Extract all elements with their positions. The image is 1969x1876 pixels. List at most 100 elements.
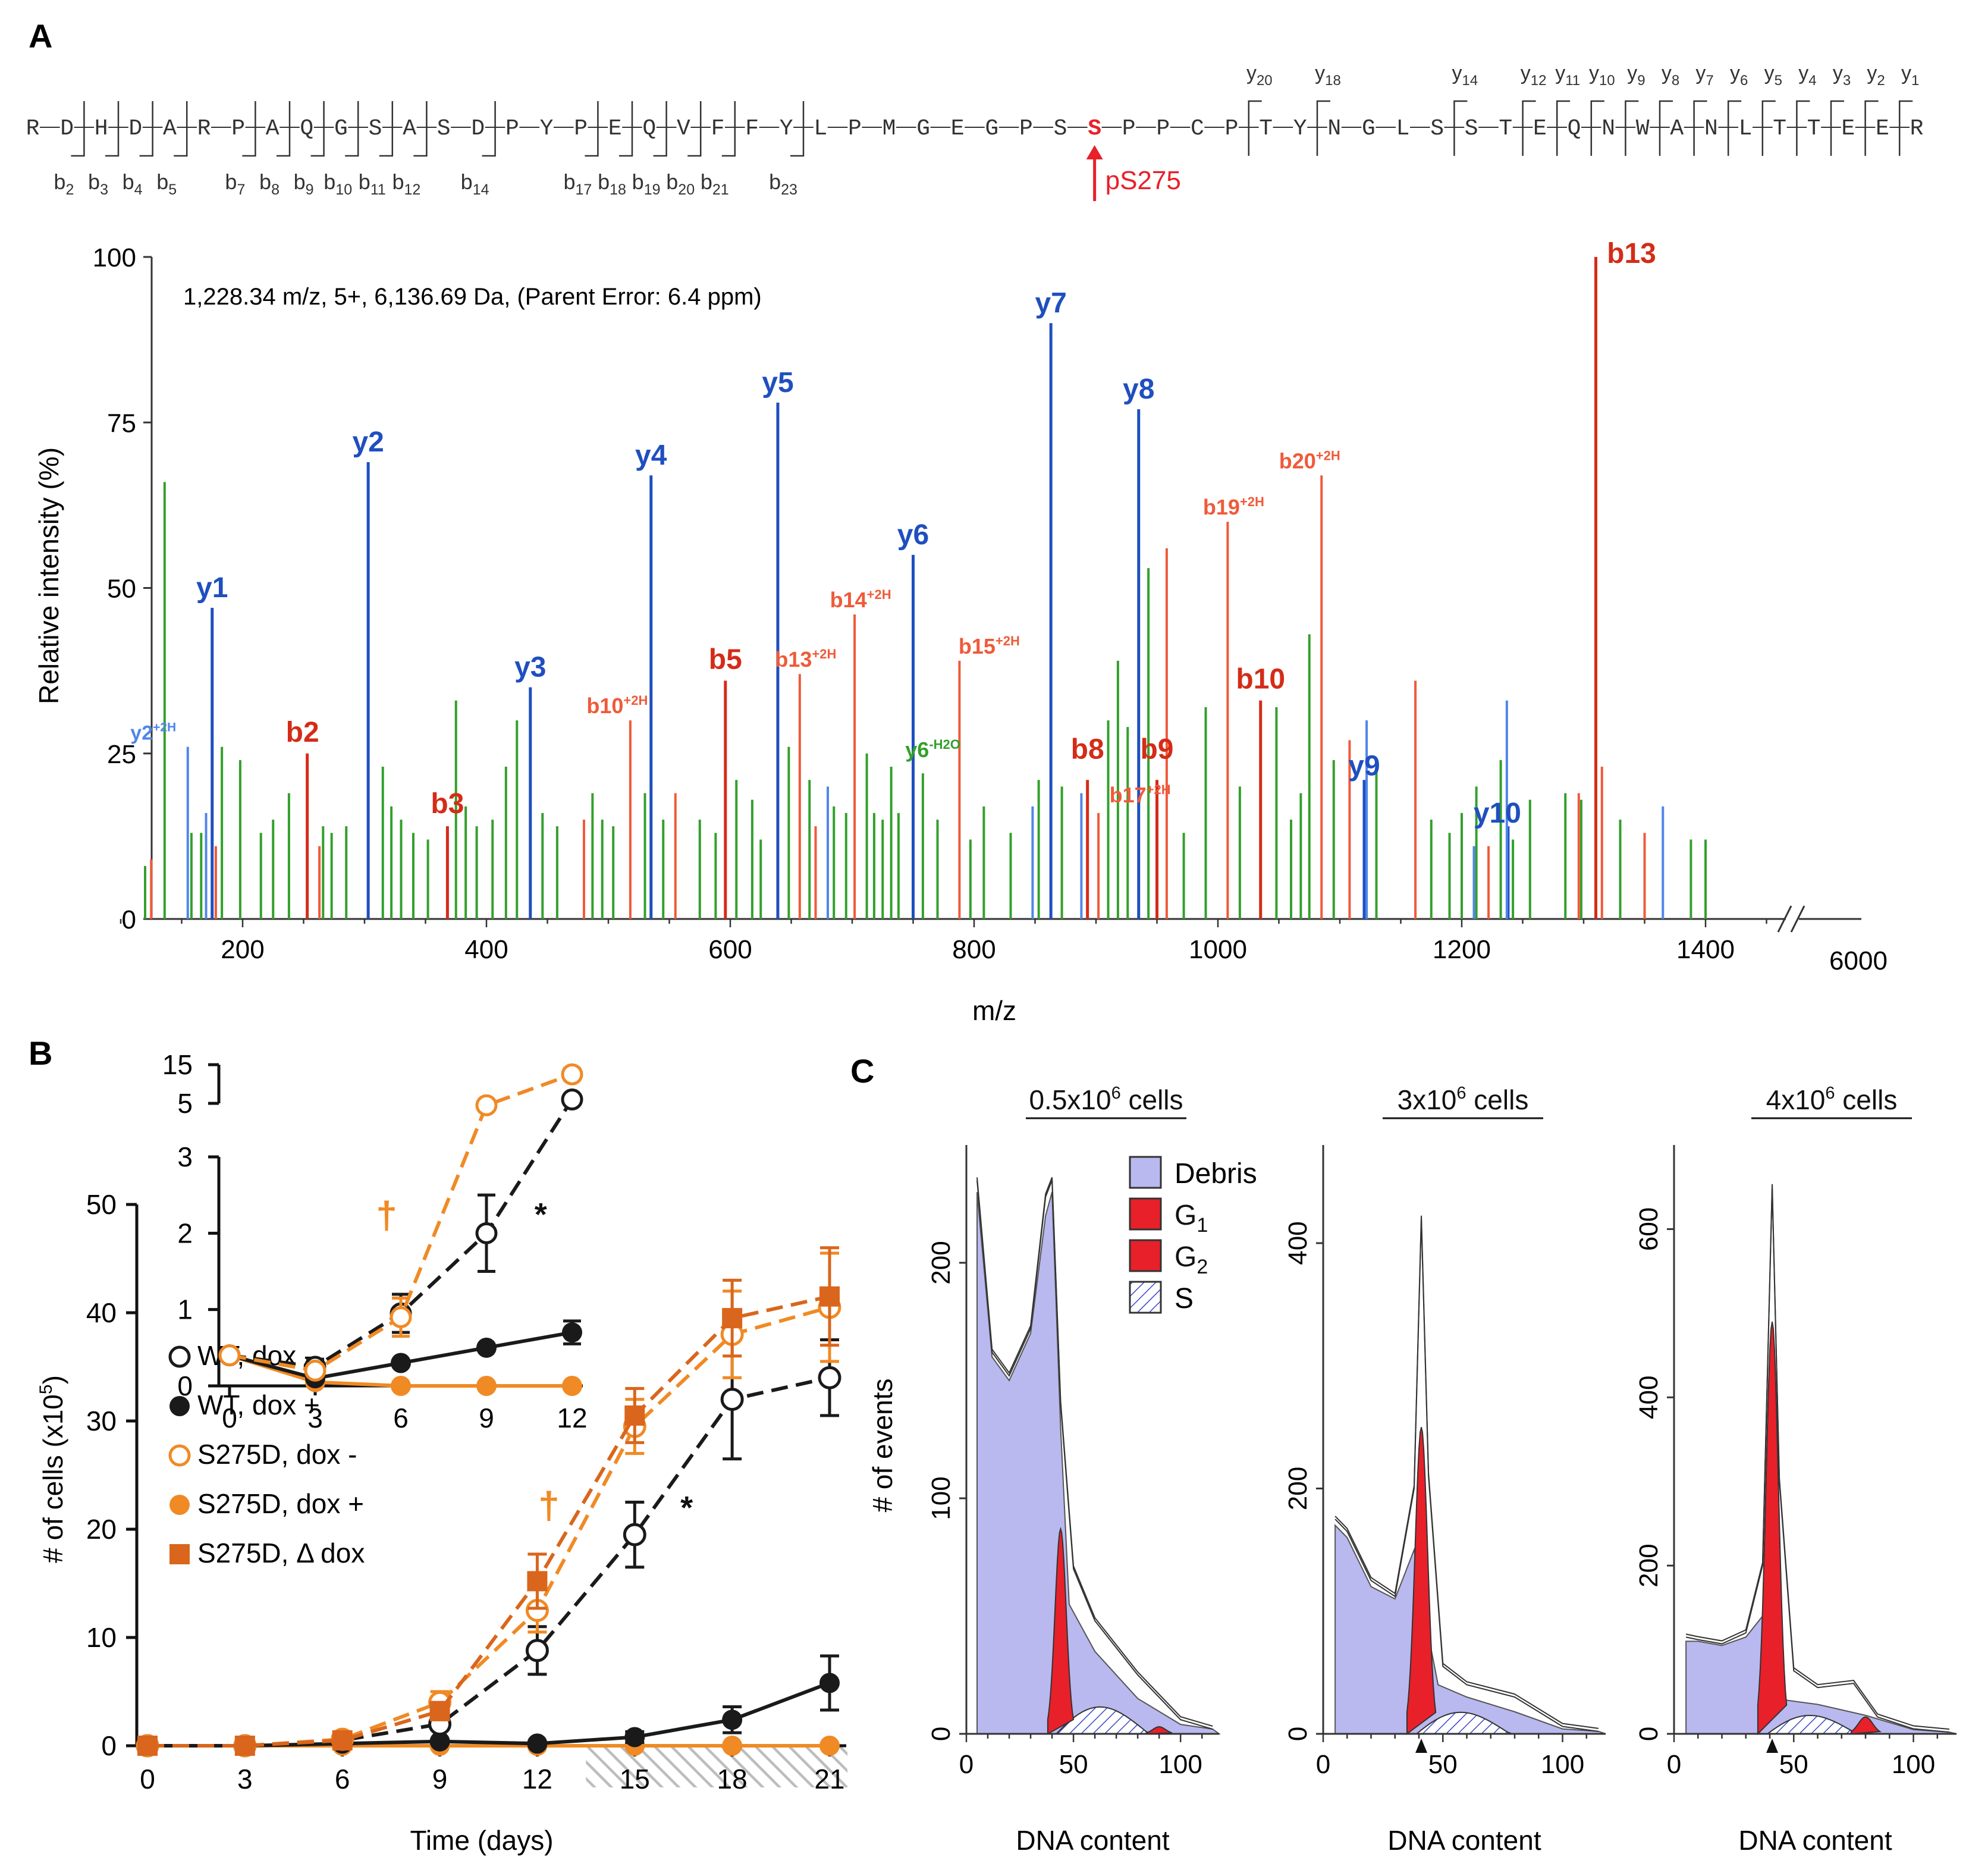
residue: L	[814, 116, 827, 142]
inset-x-tick-label: 0	[222, 1403, 237, 1433]
data-point	[527, 1571, 548, 1592]
legend-label: S	[1175, 1283, 1194, 1315]
legend-label: G2	[1175, 1241, 1208, 1278]
data-point	[623, 1523, 646, 1546]
residue: L	[1739, 116, 1753, 142]
x-tick-label: 1000	[1189, 935, 1247, 964]
peak-label: y8	[1123, 374, 1154, 405]
y-tick-label: 400	[1634, 1376, 1663, 1419]
peak-label: b15+2H	[959, 633, 1020, 658]
peak-label: y6	[897, 519, 929, 551]
b-ion-label: b23	[769, 170, 797, 198]
x-tick-label: 3	[237, 1764, 253, 1795]
legend-swatch	[1129, 1197, 1162, 1231]
peak-label: y4	[635, 440, 667, 471]
y-ion-label: y9	[1627, 62, 1645, 89]
y-tick-label: 0	[1283, 1727, 1312, 1741]
residue: V	[677, 116, 690, 142]
b-ion-label: b18	[598, 170, 626, 198]
legend-marker	[169, 1544, 190, 1564]
b-ion-label: b7	[225, 170, 245, 198]
b-ion-label: b4	[123, 170, 143, 198]
inset-dagger: †	[376, 1194, 397, 1237]
peak-label: b5	[709, 644, 742, 675]
inset-data-point	[304, 1359, 326, 1382]
b-ion-label: b12	[392, 170, 420, 198]
axis-break	[1777, 905, 1792, 933]
g1-peak	[1757, 1321, 1788, 1736]
x-tick-label: 800	[952, 935, 996, 964]
y-tick-label: 0	[927, 1727, 956, 1741]
y-tick-label: 200	[1283, 1467, 1312, 1510]
peak-label: b2	[286, 717, 319, 748]
x-tick-label: 9	[432, 1764, 448, 1795]
peak-label: b13+2H	[775, 647, 836, 672]
legend-swatch	[1129, 1281, 1162, 1314]
b-ion-bracket	[139, 101, 153, 157]
b-ion-label: b20	[666, 170, 695, 198]
y-tick-label: 50	[107, 575, 136, 604]
panel-label-b: B	[29, 1034, 52, 1072]
peak-label: y3	[514, 651, 546, 683]
y-ion-bracket	[1625, 100, 1639, 156]
inset-y-tick-label: 15	[162, 1049, 193, 1080]
legend-label: S275D, Δ dox	[197, 1538, 365, 1568]
data-point	[525, 1639, 549, 1662]
y-ion-label: y8	[1662, 62, 1679, 89]
peak-label: b9	[1140, 733, 1173, 765]
y-ion-bracket	[1761, 100, 1776, 156]
b-ion-label: b2	[54, 170, 74, 198]
inset-x-tick-label: 3	[307, 1403, 323, 1433]
cell-cycle-y-label: # of events	[867, 1378, 898, 1512]
series-line	[147, 1294, 830, 1748]
b-ion-label: b14	[461, 170, 489, 198]
y-ion-bracket	[1727, 100, 1742, 156]
residue: F	[711, 116, 725, 142]
b-ion-bracket	[721, 101, 736, 157]
residue: M	[883, 116, 896, 142]
growth-x-label: Time (days)	[410, 1825, 553, 1856]
residue: T	[1259, 116, 1273, 142]
debris-area	[1334, 1523, 1606, 1734]
b-ion-label: b11	[359, 170, 386, 198]
x-tick-label: 1400	[1676, 935, 1735, 964]
y-ion-label: y4	[1798, 62, 1816, 89]
debris-area	[1685, 1614, 1957, 1734]
residue: A	[266, 116, 280, 142]
residue: A	[1670, 116, 1684, 142]
y-tick-label: 25	[107, 740, 136, 769]
y-ion-label: y20	[1246, 62, 1273, 89]
inset-data-point	[475, 1094, 498, 1116]
residue: L	[1396, 116, 1410, 142]
residue: D	[128, 116, 142, 142]
residue: S	[1088, 116, 1101, 142]
b-ion-bracket	[585, 101, 599, 157]
legend-label: WT, dox +	[197, 1389, 320, 1420]
y-tick-label: 75	[107, 409, 136, 438]
x-tick-label: 600	[708, 935, 752, 964]
residue: S	[1054, 116, 1067, 142]
legend-label: WT, dox -	[197, 1340, 313, 1371]
y-tick-label: 30	[86, 1406, 117, 1436]
residue: N	[1601, 116, 1615, 142]
cell-cycle-panel: 4x106 cells 0 200 400 600 0 50 100 DNA content	[1634, 1084, 1957, 1856]
inset-x-tick-label: 6	[393, 1403, 409, 1433]
x-tick-label: 50	[1428, 1750, 1458, 1779]
panel-title: 0.5x106 cells	[1029, 1084, 1183, 1115]
peak-label: b10	[1236, 664, 1285, 695]
x-tick-label: 100	[1892, 1750, 1935, 1779]
y-tick-label: 40	[86, 1297, 117, 1328]
cell-cycle-panels: # of events 0.5x106 cells 0 100 200 0 50 100 DN…	[867, 1084, 1957, 1856]
b-ion-bracket	[653, 101, 667, 157]
x-tick-label: 15	[620, 1764, 650, 1795]
inset-y-tick-label: 0	[177, 1370, 193, 1401]
residue: R	[26, 116, 40, 142]
y-tick-label: 200	[1634, 1544, 1663, 1587]
x-axis-label: DNA content	[1738, 1825, 1892, 1856]
cell-cycle-panel: 3x106 cells 0 200 400 0 50 100 DNA content	[1283, 1084, 1606, 1856]
residue: Y	[540, 116, 554, 142]
data-point	[722, 1736, 743, 1756]
b-ion-label: b21	[701, 170, 729, 198]
y-tick-label: 200	[927, 1241, 956, 1284]
residue: E	[1876, 116, 1889, 142]
